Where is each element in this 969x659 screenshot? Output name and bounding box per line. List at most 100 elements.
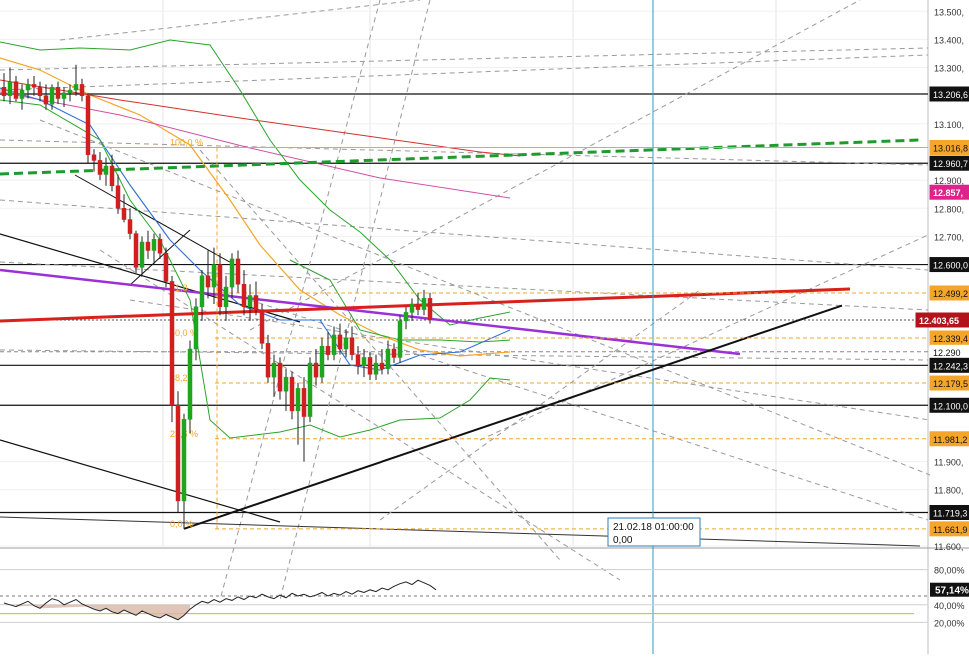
candle-body-51 xyxy=(307,362,313,417)
candle-25 xyxy=(151,233,157,265)
candle-body-21 xyxy=(127,219,133,234)
candle-50 xyxy=(301,377,307,462)
candle-body-6 xyxy=(37,86,43,96)
candle-body-12 xyxy=(73,84,79,91)
candle-45 xyxy=(271,354,277,397)
candle-body-28 xyxy=(169,281,175,406)
candle-42 xyxy=(253,281,259,316)
candle-body-17 xyxy=(103,165,109,175)
price-label-text-5: 12.499,2 xyxy=(933,289,968,299)
price-label-text-14: 11.661,9 xyxy=(933,525,967,535)
candle-body-0 xyxy=(1,86,7,96)
price-label-12: 11.981,2 xyxy=(929,431,969,447)
fan-line-9 xyxy=(379,289,701,521)
candle-10 xyxy=(61,87,67,107)
candle-44 xyxy=(265,334,271,383)
fib-label-0: 100,0 % xyxy=(170,137,203,147)
price-label-bg-12 xyxy=(929,431,969,447)
candle-body-3 xyxy=(19,89,25,99)
candle-29 xyxy=(175,391,181,513)
candle-body-29 xyxy=(175,405,181,502)
candle-20 xyxy=(121,194,127,223)
candle-5 xyxy=(31,75,37,96)
candle-body-31 xyxy=(187,348,193,420)
fan-line-4 xyxy=(0,199,929,271)
candle-6 xyxy=(37,81,43,102)
candle-body-57 xyxy=(343,337,349,350)
candle-body-30 xyxy=(181,419,187,502)
fan-line-7 xyxy=(249,299,929,521)
price-label-5: 12.499,2 xyxy=(929,285,969,301)
candle-body-65 xyxy=(391,348,397,358)
price-label-10: 12.179,5 xyxy=(929,375,969,391)
candle-56 xyxy=(337,323,343,355)
candle-body-61 xyxy=(367,357,373,375)
candle-body-11 xyxy=(67,89,73,94)
axis-tick-2: 13.300, xyxy=(934,64,964,74)
axis-tick-0: 13.500, xyxy=(934,7,964,17)
price-label-0: 13.206,6 xyxy=(929,86,969,102)
candle-64 xyxy=(385,340,391,375)
candle-body-23 xyxy=(139,241,145,268)
crosshair-value: 0,00 xyxy=(613,535,633,546)
candle-11 xyxy=(67,84,73,102)
candle-body-15 xyxy=(91,154,97,161)
candle-body-42 xyxy=(253,295,259,310)
candle-70 xyxy=(421,289,427,316)
candle-27 xyxy=(163,247,169,288)
crosshair-date: 21.02.18 01:00:00 xyxy=(613,522,694,533)
candle-28 xyxy=(169,275,175,423)
price-label-11: 12.100,0 xyxy=(929,397,969,413)
axis-tick-7: 11.900, xyxy=(934,458,963,468)
osc-current-bg xyxy=(930,582,969,597)
candle-67 xyxy=(403,306,409,330)
ma-red xyxy=(0,79,521,157)
axis-tick-6: 12.700, xyxy=(934,232,964,242)
price-label-text-12: 11.981,2 xyxy=(933,435,967,445)
candle-54 xyxy=(325,332,331,361)
price-label-14: 11.661,9 xyxy=(929,521,969,537)
candle-body-24 xyxy=(145,241,151,251)
price-label-bg-8 xyxy=(930,344,969,359)
fan-line-2 xyxy=(59,0,421,41)
candle-body-69 xyxy=(415,303,421,310)
fib-label-2: 50,0 % xyxy=(170,328,198,338)
candle-body-63 xyxy=(379,362,385,369)
candle-body-56 xyxy=(337,334,343,350)
price-label-2: 12.960,7 xyxy=(929,155,969,171)
candle-body-68 xyxy=(409,303,415,313)
fan-line-6 xyxy=(39,119,931,476)
candle-body-7 xyxy=(43,95,49,105)
candle-30 xyxy=(181,413,187,529)
candle-13 xyxy=(79,78,85,102)
candle-body-52 xyxy=(313,362,319,378)
candle-41 xyxy=(247,284,253,321)
price-label-text-3: 12.857, xyxy=(933,188,963,198)
candle-17 xyxy=(103,157,109,186)
fib-label-5: 0,0 % xyxy=(170,519,193,529)
candle-4 xyxy=(25,78,31,99)
candle-59 xyxy=(355,346,361,375)
price-label-bg-4 xyxy=(929,257,969,273)
price-label-text-10: 12.179,5 xyxy=(933,379,968,389)
band-upper xyxy=(0,39,511,326)
candle-39 xyxy=(235,250,241,293)
candle-body-45 xyxy=(271,362,277,378)
fan-line-8 xyxy=(99,249,621,581)
candlesticks[interactable] xyxy=(1,64,433,529)
candle-body-33 xyxy=(199,275,205,308)
candle-body-1 xyxy=(7,81,13,96)
candle-body-32 xyxy=(193,306,199,350)
price-label-bg-10 xyxy=(929,375,969,391)
price-label-text-4: 12.600,0 xyxy=(933,261,968,271)
candle-1 xyxy=(7,67,13,105)
candle-2 xyxy=(13,75,19,102)
candle-53 xyxy=(319,337,325,383)
price-label-text-9: 12.242,3 xyxy=(933,361,968,371)
price-label-text-0: 13.206,6 xyxy=(933,90,968,100)
trend-lines xyxy=(0,0,931,654)
price-label-bg-0 xyxy=(929,86,969,102)
